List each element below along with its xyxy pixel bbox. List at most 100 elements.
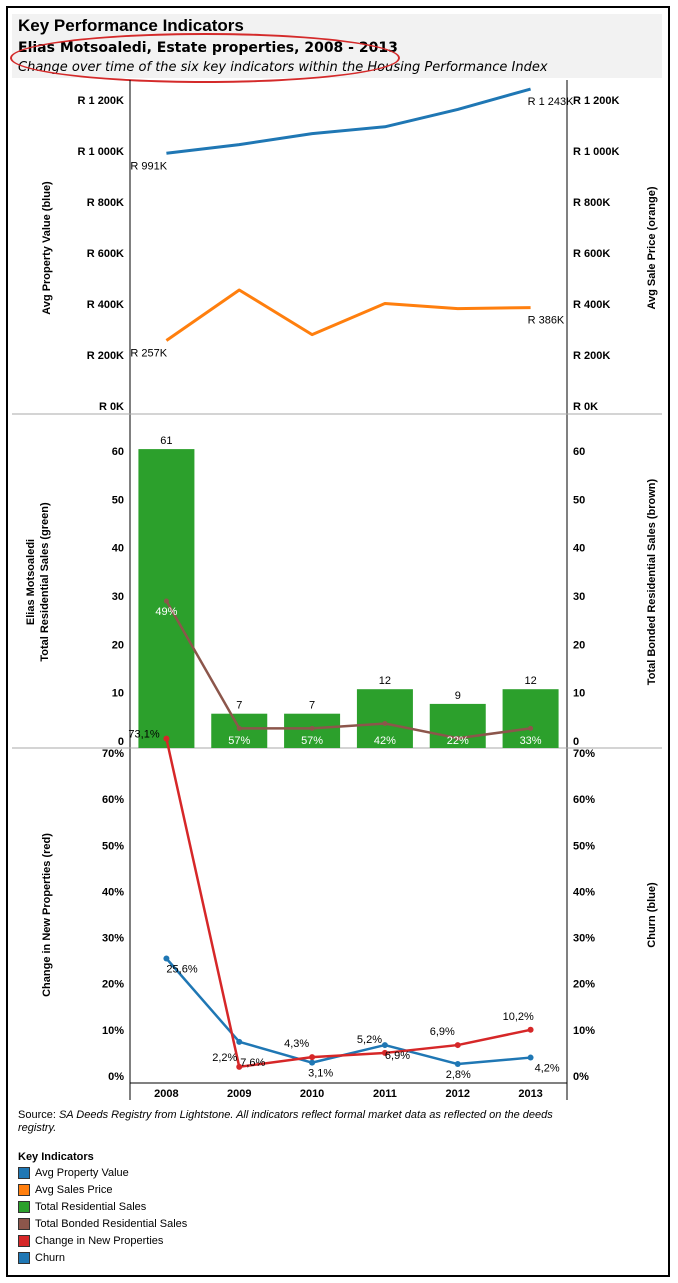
legend-swatch xyxy=(18,1251,30,1264)
panel2-tick-label-left: 0 xyxy=(118,736,124,748)
data-label: 4,3% xyxy=(284,1038,309,1050)
panel2-tick-label-right: 40 xyxy=(573,543,585,555)
legend-item: Total Residential Sales xyxy=(18,1198,187,1215)
x-tick-label: 2008 xyxy=(154,1088,178,1100)
panel2-tick-label-right: 30 xyxy=(573,591,585,603)
panel2-left-axis-title-line2: Total Residential Sales (green) xyxy=(39,502,51,662)
panel3-left-axis-title: Change in New Properties (red) xyxy=(41,833,53,997)
percent-label: 49% xyxy=(155,606,177,618)
legend-swatch xyxy=(18,1217,30,1230)
percent-label: 57% xyxy=(228,735,250,747)
panel3-tick-label-right: 60% xyxy=(573,794,595,806)
legend-item: Total Bonded Residential Sales xyxy=(18,1215,187,1232)
line-point xyxy=(527,1026,534,1033)
legend-item: Churn xyxy=(18,1249,187,1266)
data-label: 6,9% xyxy=(385,1050,410,1062)
panel1-tick-label-left: R 600K xyxy=(87,248,124,260)
chart-frame xyxy=(6,6,670,1277)
panel1-tick-label-right: R 1 000K xyxy=(573,146,620,158)
legend-item: Avg Sales Price xyxy=(18,1181,187,1198)
series-line-avg-property-value xyxy=(166,87,531,155)
percent-label: 33% xyxy=(520,735,542,747)
panel3-tick-label-left: 60% xyxy=(102,794,124,806)
line-point xyxy=(163,955,170,962)
panel1-tick-label-left: R 800K xyxy=(87,197,124,209)
panel3-tick-label-right: 30% xyxy=(573,933,595,945)
panel2-tick-label-right: 10 xyxy=(573,688,585,700)
panel1-tick-label-left: R 200K xyxy=(87,350,124,362)
data-label: R 386K xyxy=(528,315,565,327)
page-title: Key Performance Indicators xyxy=(18,16,244,35)
line-point xyxy=(454,1061,461,1068)
source-note: Source: SA Deeds Registry from Lightston… xyxy=(18,1109,578,1135)
line-point xyxy=(309,725,315,731)
data-label: 3,1% xyxy=(308,1068,333,1080)
panel2-right-axis-title: Total Bonded Residential Sales (brown) xyxy=(646,478,658,685)
legend-swatch xyxy=(18,1200,30,1213)
panel2-tick-label-left: 20 xyxy=(112,639,124,651)
panel2-tick-label-left: 40 xyxy=(112,543,124,555)
data-label: 25,6% xyxy=(166,964,197,976)
data-label: R 257K xyxy=(130,347,167,359)
panel2-tick-label-right: 0 xyxy=(573,736,579,748)
panel2-tick-label-left: 30 xyxy=(112,591,124,603)
percent-label: 22% xyxy=(447,735,469,747)
x-tick-label: 2013 xyxy=(518,1088,542,1100)
bar-value-label: 9 xyxy=(455,690,461,702)
legend-swatch xyxy=(18,1234,30,1247)
legend-item: Avg Property Value xyxy=(18,1164,187,1181)
panel2-left-axis-title-line1: Elias Motsoaledi xyxy=(25,539,37,625)
panel3-tick-label-left: 0% xyxy=(108,1071,124,1083)
legend: Avg Property Value Avg Sales Price Total… xyxy=(18,1164,187,1266)
line-point xyxy=(381,1049,388,1056)
series-line-change-in-new-properties xyxy=(165,738,531,1069)
legend-label: Churn xyxy=(35,1251,65,1264)
panel1-right-axis-title: Avg Sale Price (orange) xyxy=(646,186,658,309)
panel1-tick-label-left: R 1 000K xyxy=(78,146,125,158)
x-tick-label: 2010 xyxy=(300,1088,324,1100)
panel1-left-axis-title: Avg Property Value (blue) xyxy=(41,181,53,315)
data-label: R 1 243K xyxy=(528,96,575,108)
panel3-tick-label-right: 0% xyxy=(573,1071,589,1083)
legend-item: Change in New Properties xyxy=(18,1232,187,1249)
source-prefix: Source: xyxy=(18,1109,59,1121)
panel1-tick-label-right: R 400K xyxy=(573,299,610,311)
panel3-right-axis-title: Churn (blue) xyxy=(646,882,658,948)
data-label: 2,2% xyxy=(212,1052,237,1064)
bar xyxy=(356,689,413,748)
panel2-tick-label-right: 20 xyxy=(573,639,585,651)
bar-value-label: 7 xyxy=(309,700,315,712)
percent-label: 57% xyxy=(301,735,323,747)
legend-label: Total Bonded Residential Sales xyxy=(35,1217,188,1230)
panel3-tick-label-right: 40% xyxy=(573,886,595,898)
panel3-tick-label-left: 30% xyxy=(102,933,124,945)
line-point xyxy=(309,1059,316,1066)
data-label: 73,1% xyxy=(128,729,159,741)
data-label: 4,2% xyxy=(535,1063,560,1075)
panel3-tick-label-right: 20% xyxy=(573,979,595,991)
legend-label: Total Residential Sales xyxy=(35,1200,147,1213)
line-point xyxy=(528,725,534,731)
panel2-tick-label-right: 50 xyxy=(573,494,585,506)
x-tick-label: 2009 xyxy=(227,1088,251,1100)
legend-swatch xyxy=(18,1166,30,1179)
line-point xyxy=(163,598,169,604)
data-label: R 991K xyxy=(130,160,167,172)
data-label: 5,2% xyxy=(357,1034,382,1046)
legend-title: Key Indicators xyxy=(18,1151,94,1163)
line-point xyxy=(163,735,170,742)
series-line-total-bonded-residential-sales xyxy=(165,600,531,740)
series-line-avg-sales-price xyxy=(165,288,531,342)
percent-label: 42% xyxy=(374,735,396,747)
panel3-tick-label-left: 40% xyxy=(102,886,124,898)
panel1-tick-label-left: R 1 200K xyxy=(78,95,125,107)
panel1-tick-label-left: R 400K xyxy=(87,299,124,311)
bar-value-label: 12 xyxy=(524,675,536,687)
data-label: 6,9% xyxy=(430,1026,455,1038)
panel1-tick-label-left: R 0K xyxy=(99,401,124,413)
highlight-ellipse xyxy=(10,33,400,83)
panel1-tick-label-right: R 800K xyxy=(573,197,610,209)
panel1-tick-label-right: R 200K xyxy=(573,350,610,362)
panel1-tick-label-right: R 0K xyxy=(573,401,598,413)
line-point xyxy=(455,735,461,741)
